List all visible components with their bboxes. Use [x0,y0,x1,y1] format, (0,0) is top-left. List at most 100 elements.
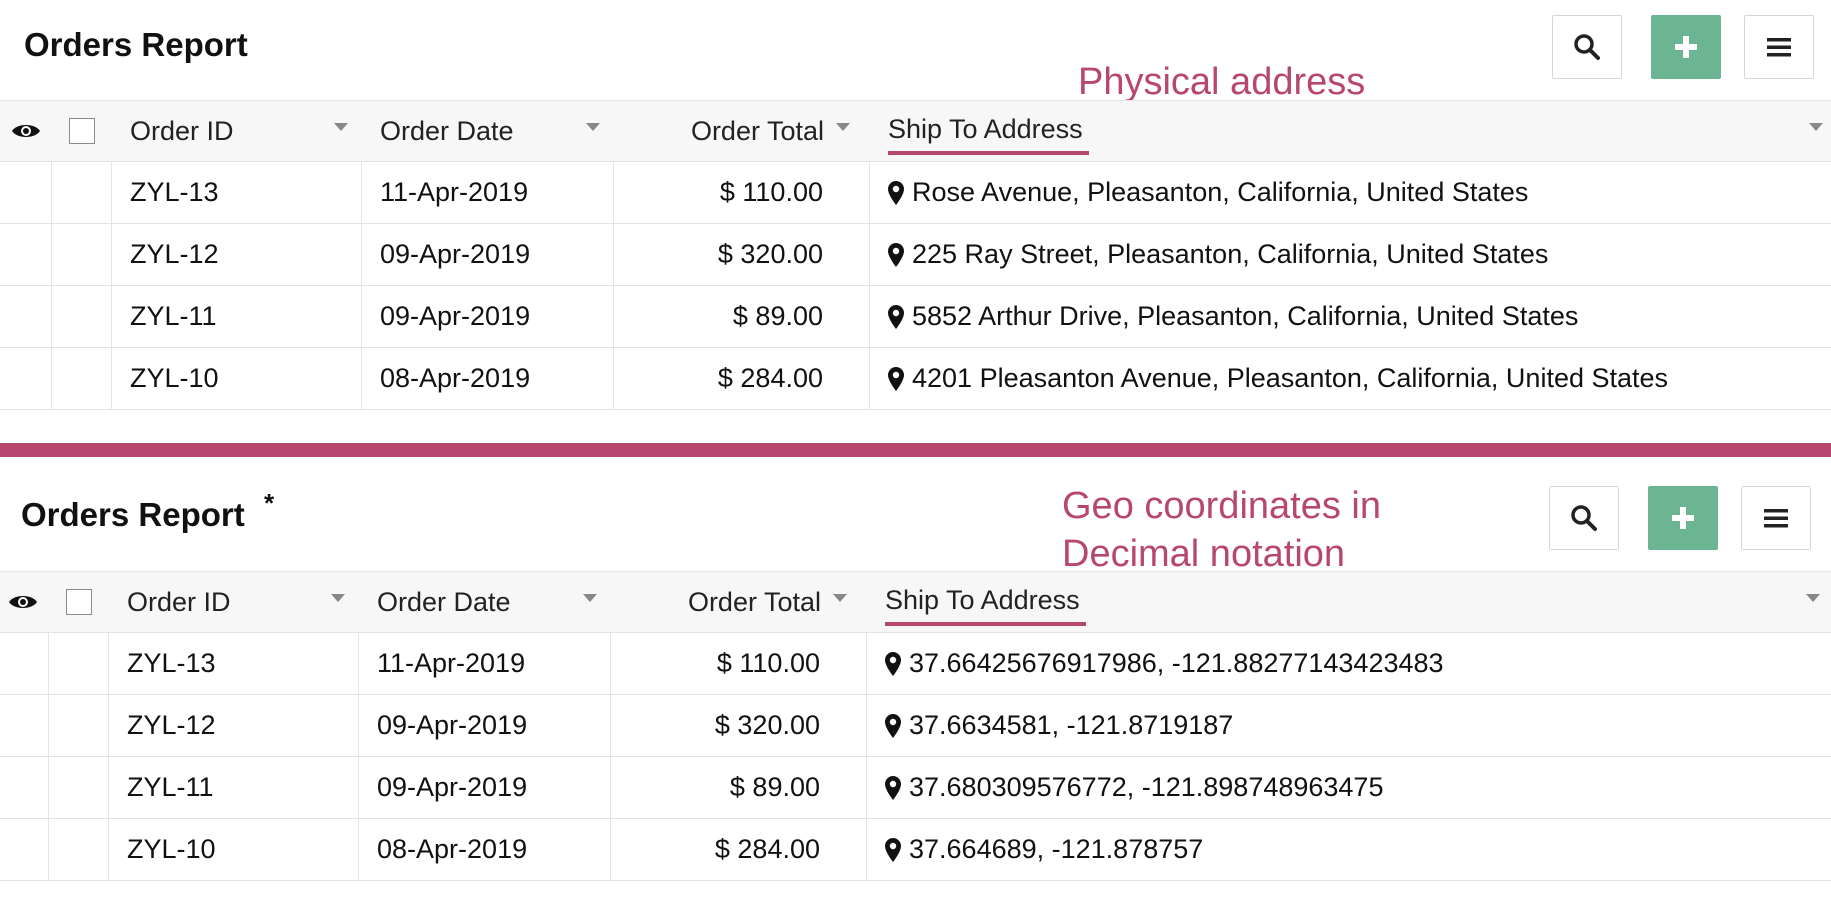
order-id-cell: ZYL-11 [109,757,359,818]
table-header: Order ID Order Date Order Total Ship To … [0,100,1831,162]
annotation-geo-coordinates: Geo coordinates in Decimal notation [1062,482,1381,578]
row-select-cell[interactable] [52,224,112,285]
table-row[interactable]: ZYL-13 11-Apr-2019 $ 110.00 37.664256769… [0,633,1831,695]
row-eye-cell [0,348,52,409]
address-text: 4201 Pleasanton Avenue, Pleasanton, Cali… [912,363,1669,393]
address-text: 37.664689, -121.878757 [909,834,1204,864]
order-date-cell: 09-Apr-2019 [362,286,614,347]
row-eye-cell [0,695,49,756]
order-total-cell: $ 110.00 [614,162,870,223]
ship-to-address-cell: 37.66425676917986, -121.88277143423483 [867,633,1828,694]
search-button[interactable] [1552,15,1622,79]
order-total-cell: $ 320.00 [611,695,867,756]
column-visibility-toggle[interactable] [0,101,52,161]
caret-down-icon[interactable] [331,594,345,602]
caret-down-icon[interactable] [334,123,348,131]
caret-down-icon[interactable] [833,594,847,602]
order-total-cell: $ 110.00 [611,633,867,694]
menu-button[interactable] [1741,486,1811,550]
table-row[interactable]: ZYL-10 08-Apr-2019 $ 284.00 37.664689, -… [0,819,1831,881]
order-total-cell: $ 89.00 [614,286,870,347]
row-eye-cell [0,757,49,818]
caret-down-icon[interactable] [1809,123,1823,131]
column-header-order-id[interactable]: Order ID [109,572,359,632]
address-text: 225 Ray Street, Pleasanton, California, … [912,239,1549,269]
row-select-cell[interactable] [49,757,109,818]
ship-to-address-cell: 37.6634581, -121.8719187 [867,695,1828,756]
caret-down-icon[interactable] [1806,594,1820,602]
map-pin-icon [885,651,901,676]
order-date-cell: 09-Apr-2019 [359,695,611,756]
column-header-order-date[interactable]: Order Date [359,572,611,632]
address-text: 37.6634581, -121.8719187 [909,710,1234,740]
map-pin-icon [885,837,901,862]
plus-icon [1675,36,1697,58]
ship-to-address-cell: 225 Ray Street, Pleasanton, California, … [870,224,1831,285]
row-eye-cell [0,286,52,347]
table-row[interactable]: ZYL-11 09-Apr-2019 $ 89.00 37.6803095767… [0,757,1831,819]
map-pin-icon [888,242,904,267]
address-text: 5852 Arthur Drive, Pleasanton, Californi… [912,301,1579,331]
column-header-order-id[interactable]: Order ID [112,101,362,161]
column-visibility-toggle[interactable] [0,572,49,632]
column-label: Order Total [687,586,821,617]
column-header-ship-to-address[interactable]: Ship To Address [867,572,1828,632]
column-label: Ship To Address [885,585,1086,626]
row-select-cell[interactable] [49,633,109,694]
row-select-cell[interactable] [49,819,109,880]
table-row[interactable]: ZYL-12 09-Apr-2019 $ 320.00 37.6634581, … [0,695,1831,757]
table-row[interactable]: ZYL-10 08-Apr-2019 $ 284.00 4201 Pleasan… [0,348,1831,410]
order-date-cell: 08-Apr-2019 [359,819,611,880]
ship-to-address-cell: 4201 Pleasanton Avenue, Pleasanton, Cali… [870,348,1831,409]
table-header: Order ID Order Date Order Total Ship To … [0,571,1831,633]
order-total-cell: $ 89.00 [611,757,867,818]
annotation-line: Geo coordinates in [1062,485,1381,527]
eye-icon [12,125,40,137]
column-header-ship-to-address[interactable]: Ship To Address [870,101,1831,161]
order-total-cell: $ 284.00 [614,348,870,409]
caret-down-icon[interactable] [836,123,850,131]
page-title: Orders Report [21,496,245,533]
column-header-order-date[interactable]: Order Date [362,101,614,161]
caret-down-icon[interactable] [586,123,600,131]
ship-to-address-cell: 37.664689, -121.878757 [867,819,1828,880]
table-row[interactable]: ZYL-13 11-Apr-2019 $ 110.00 Rose Avenue,… [0,162,1831,224]
column-header-order-total[interactable]: Order Total [611,572,867,632]
annotation-physical-address: Physical address [1078,61,1366,103]
column-label: Order Total [690,115,824,146]
row-select-cell[interactable] [52,162,112,223]
ship-to-address-cell: Rose Avenue, Pleasanton, California, Uni… [870,162,1831,223]
menu-button[interactable] [1744,15,1814,79]
map-pin-icon [888,180,904,205]
select-all-checkbox[interactable] [66,589,92,615]
ship-to-address-cell: 5852 Arthur Drive, Pleasanton, Californi… [870,286,1831,347]
row-select-cell[interactable] [52,348,112,409]
row-select-cell[interactable] [52,286,112,347]
plus-icon [1672,507,1694,529]
order-date-cell: 08-Apr-2019 [362,348,614,409]
ship-to-address-cell: 37.680309576772, -121.898748963475 [867,757,1828,818]
row-select-cell[interactable] [49,695,109,756]
table-row[interactable]: ZYL-11 09-Apr-2019 $ 89.00 5852 Arthur D… [0,286,1831,348]
orders-report-panel-geo: Orders Report * Geo coordinates in Decim… [0,458,1831,920]
select-all-checkbox[interactable] [69,118,95,144]
column-label: Ship To Address [888,114,1089,155]
order-date-cell: 09-Apr-2019 [359,757,611,818]
orders-table: Order ID Order Date Order Total Ship To … [0,100,1831,410]
caret-down-icon[interactable] [583,594,597,602]
address-text: 37.680309576772, -121.898748963475 [909,772,1384,802]
search-button[interactable] [1549,486,1619,550]
column-header-order-total[interactable]: Order Total [614,101,870,161]
column-label: Order Date [380,115,514,146]
orders-report-panel-physical: Orders Report Physical address Order ID … [0,0,1831,440]
row-eye-cell [0,633,49,694]
map-pin-icon [888,304,904,329]
row-eye-cell [0,224,52,285]
hamburger-menu-icon [1764,509,1788,528]
order-total-cell: $ 284.00 [611,819,867,880]
add-record-button[interactable] [1648,486,1718,550]
add-record-button[interactable] [1651,15,1721,79]
order-total-cell: $ 320.00 [614,224,870,285]
table-row[interactable]: ZYL-12 09-Apr-2019 $ 320.00 225 Ray Stre… [0,224,1831,286]
map-pin-icon [888,366,904,391]
